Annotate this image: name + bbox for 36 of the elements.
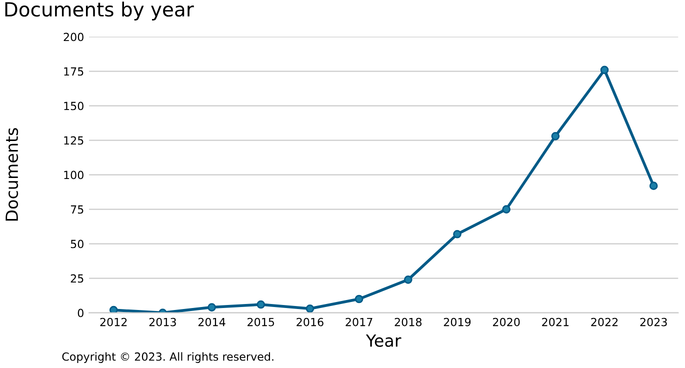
x-tick-label: 2020 xyxy=(493,318,520,326)
x-tick-label: 2019 xyxy=(444,318,471,326)
x-tick-label: 2014 xyxy=(198,318,226,326)
x-axis-title: Year xyxy=(366,334,402,347)
point xyxy=(404,276,412,284)
point xyxy=(109,306,118,313)
point xyxy=(453,230,462,238)
x-tick-label: 2023 xyxy=(640,318,667,326)
chart-title: Documents by year xyxy=(5,2,194,20)
x-tick-label: 2017 xyxy=(346,318,372,326)
x-tick-label: 2012 xyxy=(100,318,127,326)
x-tick-label: 2015 xyxy=(248,318,274,326)
point xyxy=(208,303,216,312)
text: Copyright © 2023. All rights reserved. xyxy=(62,352,274,363)
point xyxy=(502,205,510,214)
x-tick-label: 2016 xyxy=(296,318,324,326)
x-tick-label: 2021 xyxy=(542,318,569,326)
y-tick-label: 200 xyxy=(64,32,84,42)
y-tick-label: 0 xyxy=(78,308,84,318)
y-tick-label: 175 xyxy=(64,67,84,76)
y-tick-label: 150 xyxy=(64,102,84,110)
point xyxy=(551,132,560,140)
point xyxy=(649,182,658,190)
point xyxy=(256,300,266,309)
y-tick-label: 100 xyxy=(64,170,84,180)
x-tick-label: 2022 xyxy=(591,318,618,326)
y-tick-label: 75 xyxy=(70,205,84,214)
y-tick-label: 50 xyxy=(70,240,84,248)
point xyxy=(306,304,314,313)
point xyxy=(600,66,609,74)
y-tick-label: 25 xyxy=(70,274,84,283)
x-tick-label: 2018 xyxy=(394,318,422,326)
y-axis-title: Documents xyxy=(6,128,18,221)
y-tick-label: 125 xyxy=(64,136,84,145)
point xyxy=(354,294,364,304)
x-tick-label: 2013 xyxy=(149,318,176,326)
